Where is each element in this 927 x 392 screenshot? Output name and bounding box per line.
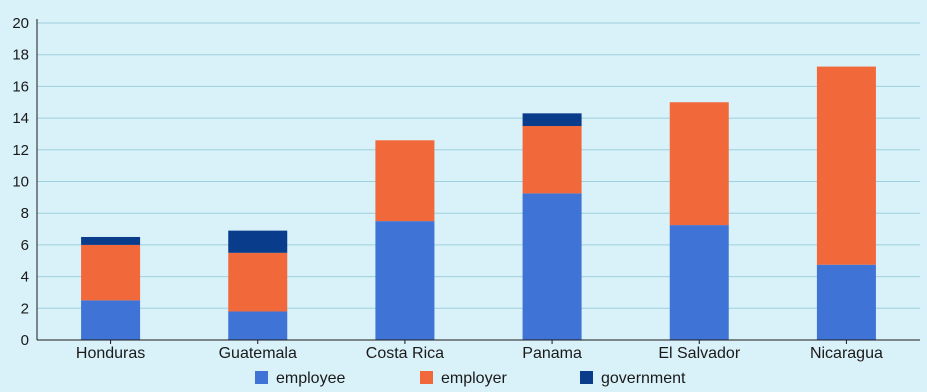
y-tick-label: 14 xyxy=(12,110,29,127)
bar-employer-panama xyxy=(522,126,582,194)
y-axis-ticks: 0 2 4 6 8 10 12 14 16 18 20 xyxy=(12,15,29,349)
bar-employee-panama xyxy=(522,193,582,340)
gridlines xyxy=(37,22,920,309)
y-tick-label: 4 xyxy=(21,269,29,286)
x-tick-label: Nicaragua xyxy=(810,345,883,362)
legend-label-employee: employee xyxy=(276,370,345,387)
bar-employer-costa-rica xyxy=(375,140,435,222)
axes xyxy=(36,19,920,344)
bar-employer-nicaragua xyxy=(816,66,876,265)
bar-employee-costa-rica xyxy=(375,221,435,340)
bar-government-panama xyxy=(522,113,582,127)
bars xyxy=(81,66,876,340)
x-tick-label: Honduras xyxy=(76,345,145,362)
bar-employee-nicaragua xyxy=(816,264,876,340)
legend-swatch-employer xyxy=(420,371,433,384)
bar-employee-honduras xyxy=(81,300,141,340)
bar-employer-honduras xyxy=(81,244,141,301)
x-tick-label: Costa Rica xyxy=(366,345,444,362)
y-tick-label: 2 xyxy=(21,300,29,317)
bar-employer-el-salvador xyxy=(669,102,729,226)
y-tick-label: 16 xyxy=(12,78,29,95)
legend-label-government: government xyxy=(601,370,686,387)
x-tick-label: Panama xyxy=(522,345,582,362)
bar-employer-guatemala xyxy=(228,252,288,312)
y-tick-label: 8 xyxy=(21,205,29,222)
bar-government-guatemala xyxy=(228,230,288,253)
y-tick-label: 6 xyxy=(21,237,29,254)
legend: employee employer government xyxy=(255,370,686,387)
bar-government-honduras xyxy=(81,236,141,245)
x-tick-label: El Salvador xyxy=(658,345,740,362)
y-tick-label: 20 xyxy=(12,15,29,32)
bar-employee-guatemala xyxy=(228,311,288,340)
y-tick-label: 10 xyxy=(12,174,29,191)
x-tick-label: Guatemala xyxy=(219,345,297,362)
y-tick-label: 12 xyxy=(12,142,29,159)
legend-label-employer: employer xyxy=(441,370,507,387)
x-axis-labels: Honduras Guatemala Costa Rica Panama El Salv… xyxy=(76,345,883,362)
legend-swatch-employee xyxy=(255,371,268,384)
y-tick-label: 0 xyxy=(21,332,29,349)
y-tick-label: 18 xyxy=(12,47,29,64)
bar-employee-el-salvador xyxy=(669,225,729,340)
legend-swatch-government xyxy=(580,371,593,384)
